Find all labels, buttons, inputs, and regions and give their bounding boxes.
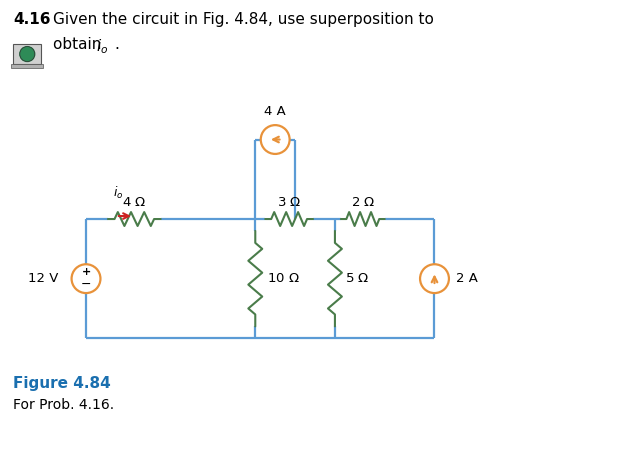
Circle shape (20, 47, 34, 62)
Text: 3 $\Omega$: 3 $\Omega$ (277, 196, 301, 209)
Text: Figure 4.84: Figure 4.84 (13, 376, 111, 391)
Text: For Prob. 4.16.: For Prob. 4.16. (13, 398, 114, 412)
FancyBboxPatch shape (13, 44, 41, 64)
Text: 12 V: 12 V (28, 272, 58, 285)
Text: obtain: obtain (53, 37, 107, 52)
Text: 2 $\Omega$: 2 $\Omega$ (351, 196, 375, 209)
Text: $i_o$: $i_o$ (113, 185, 123, 201)
Text: 4 $\Omega$: 4 $\Omega$ (122, 196, 147, 209)
Text: $i_o$: $i_o$ (96, 37, 108, 56)
Text: .: . (114, 37, 119, 52)
Text: +: + (82, 267, 91, 277)
Text: 4.16: 4.16 (13, 12, 51, 27)
Text: −: − (81, 278, 91, 291)
Text: Given the circuit in Fig. 4.84, use superposition to: Given the circuit in Fig. 4.84, use supe… (53, 12, 434, 27)
Text: 10 $\Omega$: 10 $\Omega$ (267, 272, 300, 285)
FancyBboxPatch shape (11, 64, 43, 68)
Text: 4 A: 4 A (264, 105, 286, 118)
Text: 5 $\Omega$: 5 $\Omega$ (345, 272, 369, 285)
Text: 2 A: 2 A (456, 272, 478, 285)
